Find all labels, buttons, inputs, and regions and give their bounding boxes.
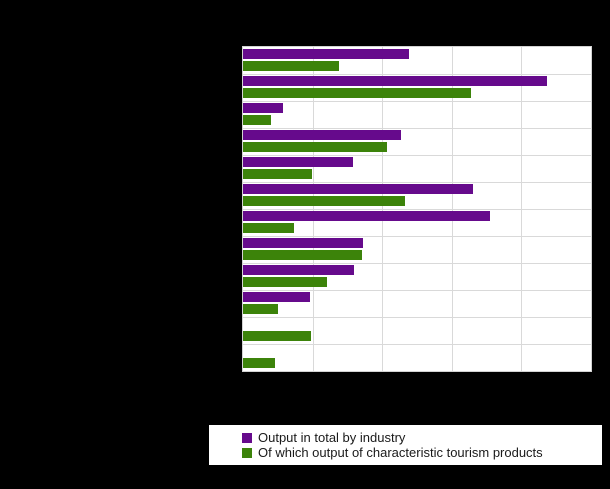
legend-swatch-tourism-icon — [242, 447, 252, 458]
bar-tourism — [243, 223, 295, 233]
bar-total — [243, 265, 354, 275]
bar-total — [243, 211, 491, 221]
horizontal-gridline — [243, 182, 591, 183]
legend-item-tourism: Of which output of characteristic touris… — [242, 445, 602, 460]
horizontal-gridline — [243, 317, 591, 318]
legend-label-tourism: Of which output of characteristic touris… — [258, 445, 543, 460]
bar-total — [243, 292, 311, 302]
horizontal-gridline — [243, 209, 591, 210]
bar-total — [243, 184, 474, 194]
legend-item-total: Output in total by industry — [242, 430, 602, 445]
bar-total — [243, 157, 353, 167]
horizontal-gridline — [243, 290, 591, 291]
bar-tourism — [243, 196, 406, 206]
bar-total — [243, 49, 409, 59]
bar-tourism — [243, 277, 327, 287]
bar-tourism — [243, 88, 471, 98]
bar-total — [243, 103, 284, 113]
horizontal-gridline — [243, 128, 591, 129]
horizontal-gridline — [243, 101, 591, 102]
legend-swatch-total-icon — [242, 432, 252, 443]
bar-tourism — [243, 142, 388, 152]
bar-tourism — [243, 115, 271, 125]
bar-tourism — [243, 61, 340, 71]
bar-tourism — [243, 250, 363, 260]
bar-tourism — [243, 331, 311, 341]
legend: Output in total by industry Of which out… — [209, 425, 602, 465]
bar-total — [243, 130, 401, 140]
horizontal-gridline — [243, 344, 591, 345]
horizontal-gridline — [243, 236, 591, 237]
bar-total — [243, 238, 364, 248]
bar-tourism — [243, 304, 279, 314]
plot-area — [242, 46, 592, 372]
bar-tourism — [243, 358, 276, 368]
legend-label-total: Output in total by industry — [258, 430, 406, 445]
horizontal-gridline — [243, 155, 591, 156]
bar-total — [243, 76, 548, 86]
horizontal-gridline — [243, 74, 591, 75]
bar-tourism — [243, 169, 312, 179]
horizontal-gridline — [243, 263, 591, 264]
